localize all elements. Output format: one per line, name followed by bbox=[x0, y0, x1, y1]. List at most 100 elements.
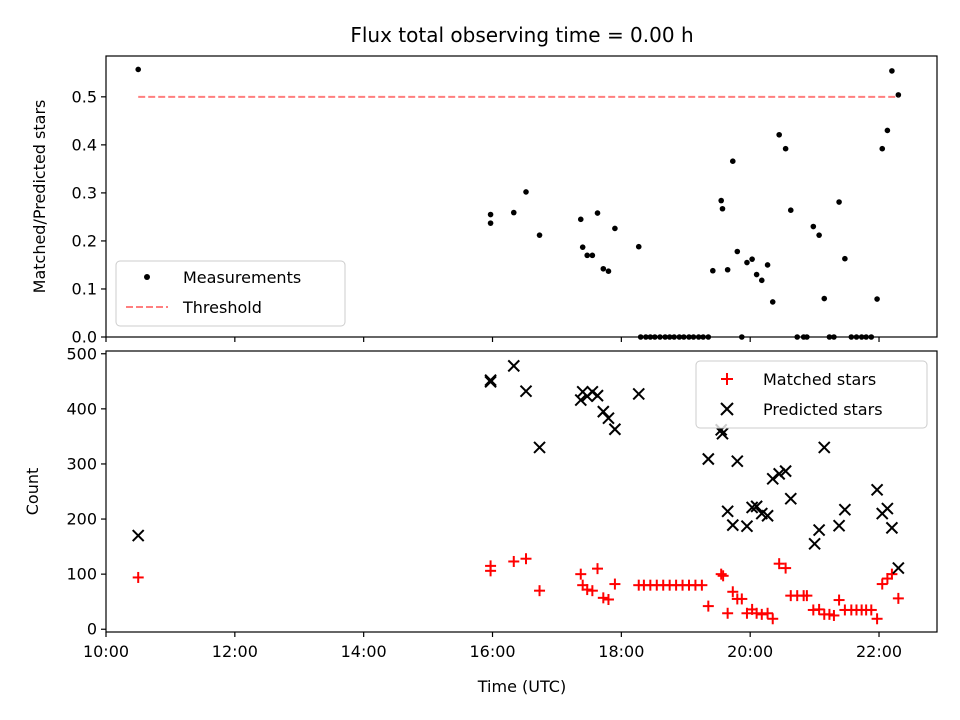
top-panel: 0.0 0.1 0.2 0.3 0.4 0.5 Matched/Predicted sta… bbox=[30, 55, 938, 347]
top-y-axis-label: Matched/Predicted stars bbox=[30, 100, 49, 294]
predicted-stars-point-33 bbox=[832, 519, 846, 532]
legend-label-threshold: Threshold bbox=[182, 298, 262, 317]
measurements-point-40 bbox=[758, 277, 765, 284]
top-panel-axes: 0.0 0.1 0.2 0.3 0.4 0.5 bbox=[72, 87, 880, 347]
matched-stars-point-24 bbox=[696, 579, 708, 591]
measurements-point-44 bbox=[782, 145, 789, 152]
legend-marker-matched bbox=[721, 373, 733, 385]
matched-stars-point-43 bbox=[801, 590, 813, 602]
predicted-stars-point-25 bbox=[761, 509, 774, 522]
matched-stars-point-26 bbox=[715, 568, 727, 580]
predicted-stars-point-34 bbox=[838, 503, 852, 516]
measurements-point-35 bbox=[734, 248, 741, 255]
matched-stars-point-48 bbox=[828, 609, 840, 621]
measurements-point-43 bbox=[776, 131, 782, 138]
matched-stars-point-13 bbox=[609, 578, 621, 590]
predicted-stars-point-21 bbox=[740, 520, 754, 533]
measurements-point-50 bbox=[816, 232, 822, 238]
measurements-point-65 bbox=[895, 92, 902, 98]
top-panel-frame bbox=[105, 55, 938, 338]
predicted-stars-point-18 bbox=[721, 505, 734, 518]
matched-stars-point-5 bbox=[534, 585, 546, 597]
measurements-point-55 bbox=[842, 255, 848, 262]
matched-stars-point-35 bbox=[756, 608, 768, 620]
matched-stars-point-25 bbox=[702, 600, 714, 612]
measurements-point-37 bbox=[744, 259, 750, 266]
measurements-point-38 bbox=[749, 256, 755, 262]
measurements-point-12 bbox=[605, 268, 612, 274]
measurements-point-34 bbox=[729, 158, 736, 164]
predicted-stars-point-14 bbox=[632, 387, 645, 401]
matched-stars-point-12 bbox=[602, 593, 614, 605]
y-tick-label-1-1: 100 bbox=[66, 565, 97, 584]
predicted-stars-point-22 bbox=[745, 501, 759, 514]
bottom-legend: Matched stars Predicted stars bbox=[695, 360, 928, 429]
measurements-point-64 bbox=[889, 68, 895, 74]
measurements-point-45 bbox=[787, 207, 794, 213]
measurements-point-62 bbox=[879, 145, 886, 152]
x-tick-label-6: 22:00 bbox=[856, 642, 902, 661]
measurements-point-54 bbox=[836, 199, 842, 205]
y-tick-label-1-3: 300 bbox=[66, 454, 97, 473]
predicted-stars-point-11 bbox=[597, 405, 610, 418]
measurements-point-10 bbox=[594, 210, 601, 216]
matched-stars-point-60 bbox=[892, 592, 904, 604]
predicted-stars-point-35 bbox=[870, 483, 884, 497]
predicted-stars-point-3 bbox=[507, 359, 520, 373]
chart-title: Flux total observing time = 0.00 h bbox=[350, 23, 693, 47]
matched-stars-point-37 bbox=[767, 613, 779, 625]
legend-label-measurements: Measurements bbox=[183, 268, 301, 287]
predicted-stars-point-19 bbox=[726, 518, 740, 532]
predicted-stars-point-28 bbox=[779, 464, 792, 478]
predicted-stars-point-29 bbox=[784, 492, 797, 505]
measurements-point-13 bbox=[612, 225, 618, 232]
predicted-stars-point-10 bbox=[591, 389, 604, 402]
y-tick-label-0-0: 0.0 bbox=[72, 328, 97, 347]
measurements-point-8 bbox=[584, 252, 591, 259]
matched-stars-point-27 bbox=[717, 570, 729, 582]
matched-stars-point-8 bbox=[581, 584, 593, 596]
predicted-stars-point-17 bbox=[716, 427, 729, 440]
measurements-point-3 bbox=[510, 209, 517, 216]
y-tick-label-0-4: 0.4 bbox=[72, 135, 97, 154]
matched-stars-point-29 bbox=[727, 586, 739, 598]
y-tick-label-1-0: 0 bbox=[87, 620, 97, 639]
predicted-stars-point-30 bbox=[808, 537, 821, 551]
x-tick-label-5: 20:00 bbox=[727, 642, 773, 661]
bottom-panel-frame bbox=[105, 350, 938, 633]
predicted-stars-point-39 bbox=[892, 561, 905, 575]
y-tick-label-1-4: 400 bbox=[66, 399, 97, 418]
predicted-stars-point-32 bbox=[818, 441, 831, 454]
predicted-stars-point-0 bbox=[132, 529, 145, 542]
matched-stars-point-10 bbox=[592, 563, 604, 575]
measurements-point-63 bbox=[884, 127, 891, 134]
predicted-stars-point-2 bbox=[484, 375, 497, 389]
measurements-point-7 bbox=[579, 244, 586, 250]
measurements-point-1 bbox=[487, 211, 494, 218]
matched-stars-point-3 bbox=[508, 555, 520, 567]
measurements-point-5 bbox=[536, 232, 543, 238]
bottom-y-axis-label: Count bbox=[23, 468, 42, 516]
matched-stars-point-39 bbox=[780, 562, 792, 574]
predicted-stars-point-37 bbox=[881, 502, 894, 515]
y-tick-label-1-5: 500 bbox=[66, 344, 97, 363]
measurements-point-49 bbox=[810, 223, 817, 230]
x-tick-label-4: 18:00 bbox=[598, 642, 644, 661]
y-tick-label-0-3: 0.3 bbox=[72, 183, 97, 202]
matched-stars-point-57 bbox=[876, 578, 888, 590]
legend-label-matched: Matched stars bbox=[763, 370, 876, 389]
measurements-point-9 bbox=[589, 252, 596, 259]
predicted-stars-point-20 bbox=[731, 454, 744, 468]
y-tick-label-0-5: 0.5 bbox=[72, 87, 97, 106]
top-legend: Measurements Threshold bbox=[115, 260, 346, 327]
measurements-point-61 bbox=[874, 296, 880, 302]
matched-stars-point-4 bbox=[520, 553, 532, 565]
matched-stars-point-34 bbox=[751, 607, 763, 619]
x-axis-label: Time (UTC) bbox=[477, 677, 566, 696]
measurements-point-41 bbox=[764, 262, 771, 268]
predicted-stars-point-1 bbox=[484, 373, 497, 387]
y-tick-label-1-2: 200 bbox=[66, 510, 97, 529]
bottom-legend-box bbox=[695, 360, 928, 429]
